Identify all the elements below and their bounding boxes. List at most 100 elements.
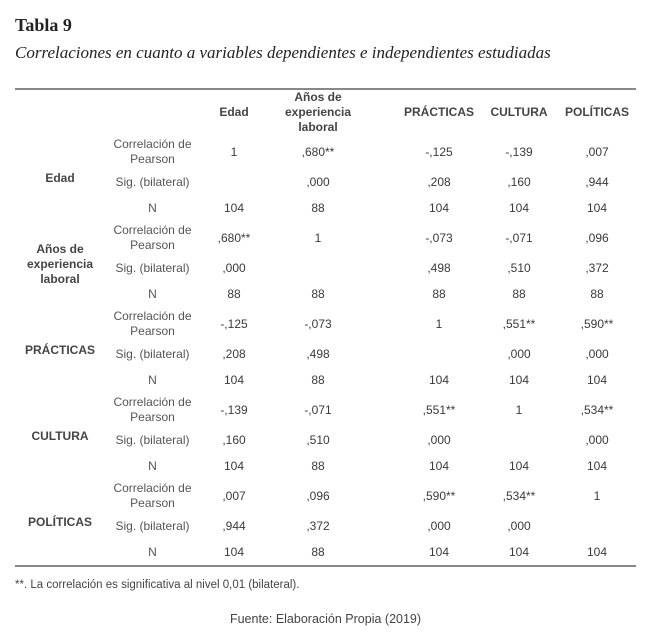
- table-cell: [268, 255, 368, 281]
- table-cell: ,590**: [580, 316, 614, 331]
- row-group-label: CULTURA: [31, 428, 89, 443]
- table-row: N 88 88 88 88 88: [15, 281, 636, 307]
- table-cell: ,372: [306, 518, 330, 533]
- table-row: PRÁCTICAS Correlación de Pearson -,125 -,07…: [15, 307, 636, 357]
- table-cell: ,000: [222, 260, 246, 275]
- table-cell: 104: [223, 200, 245, 215]
- table-cell: 104: [428, 458, 450, 473]
- table-cell: ,944: [585, 174, 609, 189]
- table-cell: [480, 427, 558, 453]
- table-cell: ,590**: [422, 488, 456, 503]
- table-cell: ,680**: [301, 144, 335, 159]
- table-cell: 88: [590, 286, 604, 301]
- table-cell: -,071: [304, 402, 332, 417]
- table-cell: 104: [508, 458, 530, 473]
- table-cell: 104: [428, 200, 450, 215]
- stat-label: Sig. (bilateral): [115, 518, 190, 533]
- table-cell: 88: [432, 286, 446, 301]
- table-cell: ,000: [427, 518, 451, 533]
- table-row: Sig. (bilateral) ,000 ,208 ,160 ,944: [15, 169, 636, 195]
- table-cell: 104: [428, 372, 450, 387]
- table-row: CULTURA Correlación de Pearson -,139 -,071,…: [15, 393, 636, 443]
- table-cell: ,007: [585, 144, 609, 159]
- table-cell: 88: [311, 458, 325, 473]
- table-cell: 1: [230, 144, 238, 159]
- table-cell: 88: [512, 286, 526, 301]
- table-cell: 104: [586, 544, 608, 559]
- row-group-label: PRÁCTICAS: [24, 342, 95, 357]
- column-header: CULTURA: [490, 105, 548, 119]
- footnote: **. La correlación es significativa al n…: [15, 579, 300, 591]
- table-cell: 104: [586, 372, 608, 387]
- table-cell: 104: [586, 458, 608, 473]
- table-row: Sig. (bilateral) ,000 ,498 ,510 ,372: [15, 255, 636, 281]
- table-cell: ,551**: [422, 402, 456, 417]
- table-cell: 88: [311, 200, 325, 215]
- table-cell: -,071: [505, 230, 533, 245]
- table-cell: -,073: [304, 316, 332, 331]
- table-row: POLÍTICAS Correlación de Pearson ,007 ,096,…: [15, 479, 636, 529]
- table-cell: 88: [311, 544, 325, 559]
- table-cell: ,000: [507, 518, 531, 533]
- stat-label: Correlación de Pearson: [113, 481, 192, 510]
- table-cell: ,510: [507, 260, 531, 275]
- stat-label: Correlación de Pearson: [113, 395, 192, 424]
- table-row: N 104 88 104 104 104: [15, 453, 636, 479]
- table-cell: [200, 169, 268, 195]
- stat-label: N: [148, 286, 157, 301]
- correlation-table: Edad Años de experiencia laboral PRÁCTIC…: [15, 88, 636, 567]
- table-cell: ,000: [585, 432, 609, 447]
- stat-label: N: [148, 372, 157, 387]
- column-header: PRÁCTICAS: [403, 105, 474, 119]
- table-cell: ,680**: [217, 230, 251, 245]
- table-subtitle: Correlaciones en cuanto a variables depe…: [15, 43, 551, 62]
- table-cell: ,551**: [502, 316, 536, 331]
- table-cell: 1: [435, 316, 443, 331]
- table-cell: 104: [586, 200, 608, 215]
- table-cell: -,139: [220, 402, 248, 417]
- table-cell: ,096: [306, 488, 330, 503]
- table-title: Tabla 9: [15, 15, 72, 35]
- row-group-label: POLÍTICAS: [27, 514, 92, 529]
- table-cell: ,000: [427, 432, 451, 447]
- stat-label: Correlación de Pearson: [113, 223, 192, 252]
- table-cell: ,944: [222, 518, 246, 533]
- table-cell: -,125: [220, 316, 248, 331]
- table-row: Edad Correlación de Pearson 1 ,680** -,125 -,…: [15, 135, 636, 185]
- column-header: POLÍTICAS: [564, 105, 629, 119]
- stat-label: N: [148, 458, 157, 473]
- table-cell: 88: [311, 286, 325, 301]
- table-row: Sig. (bilateral) ,944 ,372 ,000 ,000: [15, 513, 636, 539]
- table-cell: ,498: [306, 346, 330, 361]
- table-cell: ,000: [507, 346, 531, 361]
- table-cell: 104: [223, 372, 245, 387]
- table-cell: 104: [508, 544, 530, 559]
- stat-label: N: [148, 544, 157, 559]
- stat-label: Correlación de Pearson: [113, 309, 192, 338]
- table-cell: ,534**: [580, 402, 614, 417]
- table-cell: ,096: [585, 230, 609, 245]
- table-cell: ,510: [306, 432, 330, 447]
- table-cell: ,000: [585, 346, 609, 361]
- table-cell: [558, 513, 636, 539]
- table-cell: -,125: [425, 144, 453, 159]
- table-cell: 1: [314, 230, 322, 245]
- table-cell: ,160: [222, 432, 246, 447]
- stat-label: Correlación de Pearson: [113, 137, 192, 166]
- table-row: Sig. (bilateral) ,160 ,510 ,000 ,000: [15, 427, 636, 453]
- table-row: N 104 88 104 104 104: [15, 367, 636, 393]
- table-cell: ,208: [222, 346, 246, 361]
- table-cell: 1: [515, 402, 523, 417]
- header-row: Edad Años de experiencia laboral PRÁCTIC…: [15, 89, 636, 135]
- table-cell: [368, 341, 480, 367]
- table-cell: 104: [508, 372, 530, 387]
- table-cell: -,139: [505, 144, 533, 159]
- table-cell: ,007: [222, 488, 246, 503]
- table-cell: 1: [593, 488, 601, 503]
- table-row: N 104 88 104 104 104: [15, 195, 636, 221]
- stat-label: Sig. (bilateral): [115, 174, 190, 189]
- column-header: Años de experiencia laboral: [284, 90, 352, 134]
- source-note: Fuente: Elaboración Propia (2019): [229, 612, 422, 626]
- table-cell: ,000: [306, 174, 330, 189]
